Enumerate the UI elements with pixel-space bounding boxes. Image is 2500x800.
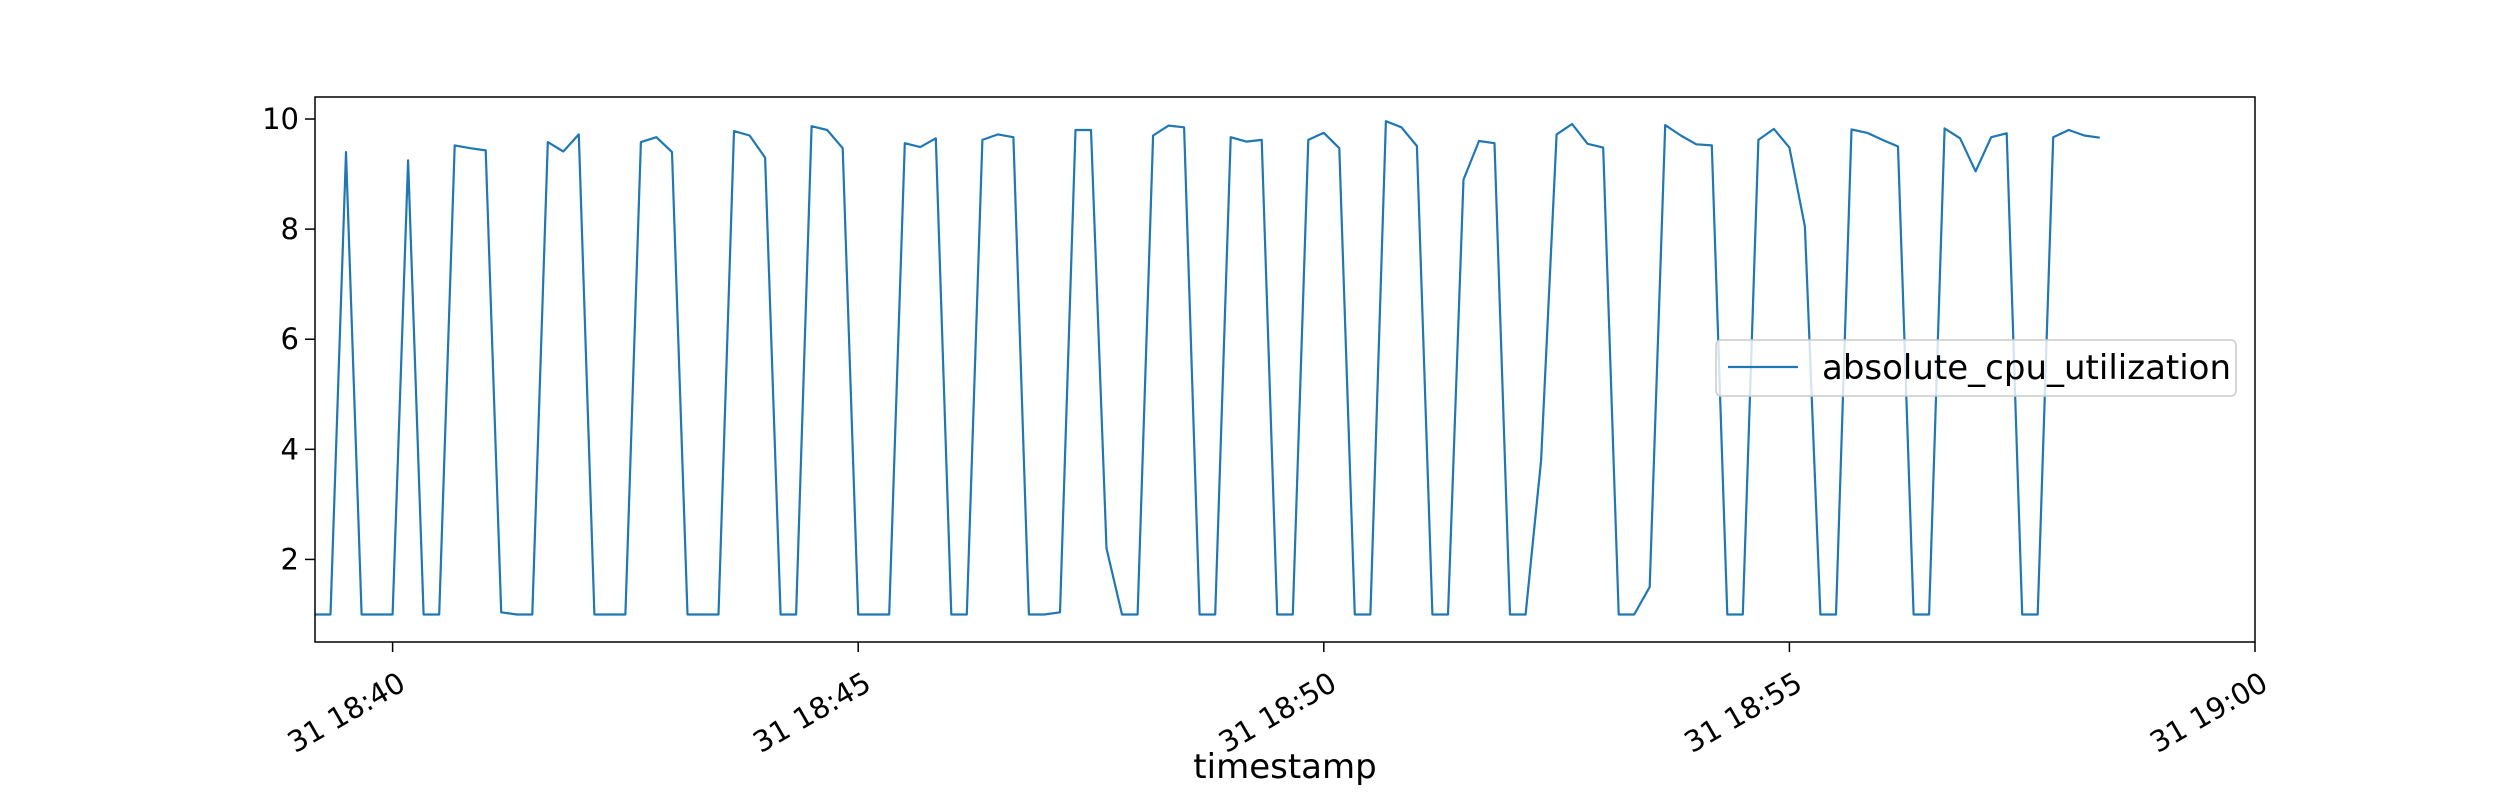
y-tick-label: 10 [262, 102, 299, 136]
y-axis: 2 4 6 8 10 [262, 102, 315, 576]
plot-frame [314, 96, 2256, 643]
series-line-absolute-cpu-utilization [315, 120, 2100, 616]
x-tick-label: 31 19:00 [2144, 665, 2273, 759]
legend: absolute_cpu_utilization [1715, 339, 2237, 397]
y-tick-label: 4 [281, 432, 299, 466]
x-tick-label: 31 18:40 [282, 665, 411, 759]
plot-area [315, 120, 2100, 616]
x-tick-label: 31 18:55 [1678, 665, 1807, 759]
x-tick-label: 31 18:50 [1213, 665, 1342, 759]
y-tick-label: 2 [281, 542, 299, 576]
x-axis: 31 18:40 31 18:45 31 18:50 31 18:55 31 19:00 [282, 642, 2273, 760]
x-tick-label: 31 18:45 [747, 665, 876, 759]
y-tick-label: 8 [281, 212, 299, 246]
legend-box [1715, 339, 2237, 397]
x-axis-title: timestamp [1193, 747, 1376, 787]
y-tick-label: 6 [281, 322, 299, 356]
legend-label: absolute_cpu_utilization [1822, 348, 2231, 388]
